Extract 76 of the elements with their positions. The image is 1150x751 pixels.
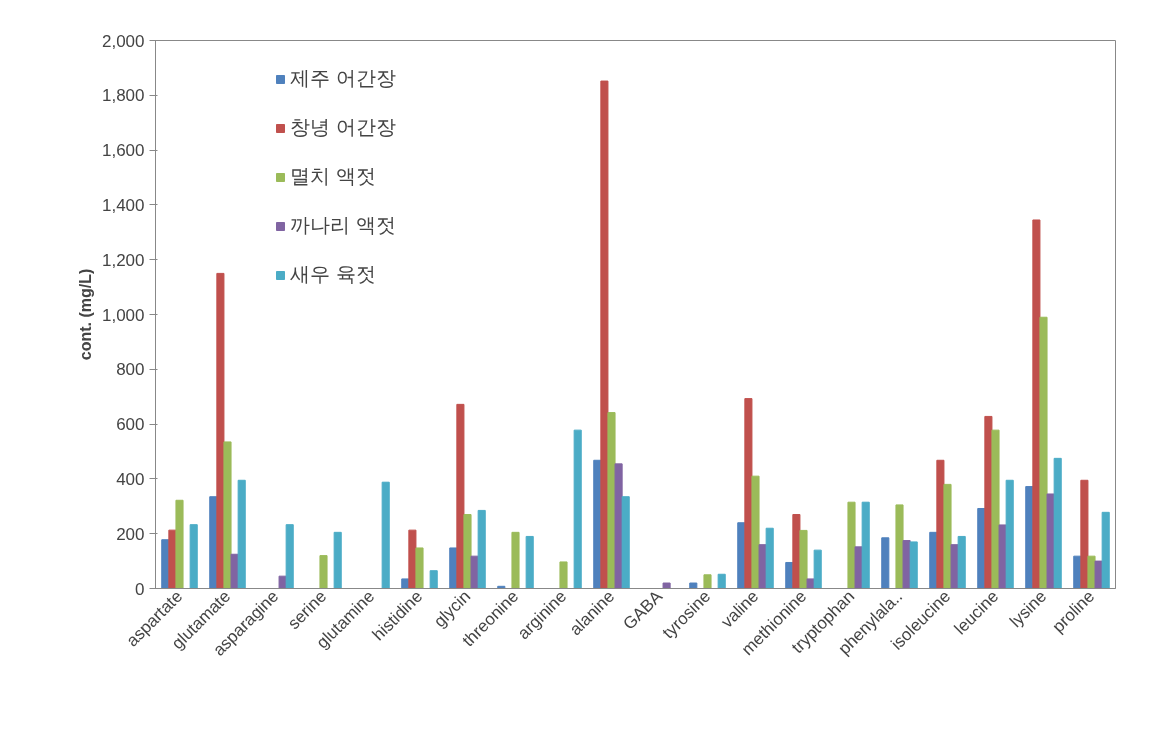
bar: [559, 561, 568, 589]
bar: [230, 553, 239, 589]
bar: [285, 524, 294, 589]
bar: [806, 578, 815, 589]
bar: [751, 475, 760, 589]
bar: [573, 429, 582, 589]
y-tick-label: 1,200: [101, 250, 145, 270]
bar: [909, 541, 918, 589]
bar: [792, 514, 801, 589]
bar: [895, 504, 904, 589]
bar: [861, 501, 870, 589]
y-tick-label: 1,600: [101, 141, 145, 161]
bar: [765, 527, 774, 589]
legend-label: 멸치 액젓: [290, 163, 377, 190]
bar: [902, 540, 911, 589]
bar: [333, 531, 342, 589]
bar: [223, 441, 232, 589]
bar: [408, 529, 417, 589]
bar: [525, 535, 534, 589]
bar: [319, 555, 328, 589]
bar: [950, 544, 959, 589]
bar: [799, 529, 808, 589]
bar: [600, 80, 609, 589]
bar: [607, 412, 616, 589]
bar: [1005, 479, 1014, 589]
bar: [957, 535, 966, 589]
bar: [943, 483, 952, 589]
y-tick-label: 600: [116, 415, 145, 435]
bar: [463, 514, 472, 589]
bar: [429, 570, 438, 589]
y-tick-label: 1,400: [101, 195, 145, 215]
bar: [703, 574, 712, 589]
bar: [216, 272, 225, 589]
y-tick-label: 400: [116, 469, 145, 489]
bar: [1094, 560, 1103, 589]
bar: [175, 499, 184, 589]
bar: [854, 546, 863, 589]
bar: [189, 524, 198, 589]
bar: [813, 549, 822, 589]
bar: [1039, 316, 1048, 589]
bar: [689, 582, 698, 589]
bar: [847, 501, 856, 589]
bar: [415, 547, 424, 589]
y-axis-title: cont. (mg/L): [76, 268, 94, 361]
legend-label: 까나리 액젓: [290, 212, 397, 239]
bar: [1101, 511, 1110, 589]
legend-label: 창녕 어간장: [290, 114, 397, 141]
bar: [744, 398, 753, 589]
y-tick-label: 200: [116, 524, 145, 544]
y-tick-label: 2,000: [101, 31, 145, 51]
bar: [470, 555, 479, 589]
bar: [511, 531, 520, 589]
bar: [237, 479, 246, 589]
y-tick-label: 800: [116, 360, 145, 380]
y-tick-label: 0: [135, 579, 145, 599]
bar: [381, 481, 390, 589]
bar: [717, 573, 726, 589]
bar: [991, 429, 1000, 589]
y-tick-label: 1,000: [101, 305, 145, 325]
bar: [477, 509, 486, 589]
bar: [621, 496, 630, 589]
bar: [456, 403, 465, 589]
y-tick-label: 1,800: [101, 86, 145, 106]
bar: [1053, 457, 1062, 589]
bar: [662, 582, 671, 589]
bar: [881, 537, 890, 589]
legend-label: 제주 어간장: [290, 65, 397, 92]
bar: [998, 524, 1007, 589]
bar: [758, 544, 767, 589]
legend-label: 새우 육젓: [290, 261, 377, 288]
bar: [1032, 219, 1041, 589]
bar: [278, 575, 287, 589]
bar: [614, 463, 623, 589]
bar: [1046, 493, 1055, 589]
bar: [1080, 479, 1089, 589]
bar: [936, 459, 945, 589]
